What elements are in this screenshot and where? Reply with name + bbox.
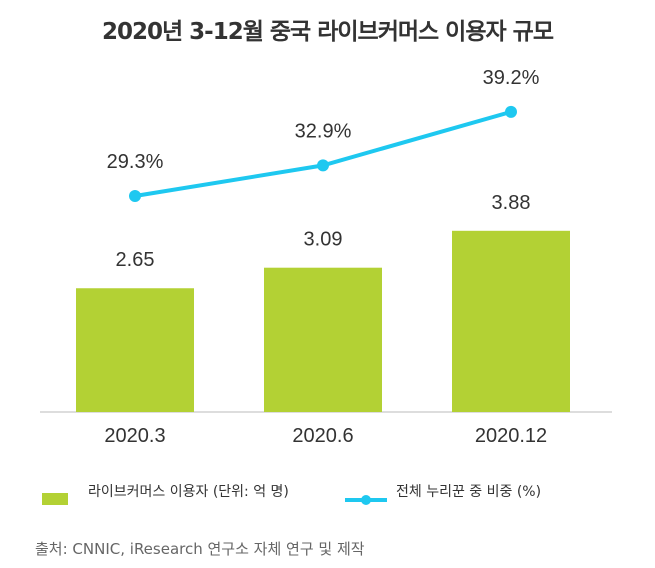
bar-2020.3 [76, 288, 194, 412]
legend-line-swatch [345, 495, 387, 505]
source-note: 출처: CNNIC, iResearch 연구소 자체 연구 및 제작 [35, 540, 365, 558]
bar-2020.12 [452, 230, 570, 412]
line-value-label: 29.3% [107, 151, 164, 173]
chart-title: 2020년 3-12월 중국 라이브커머스 이용자 규모 [101, 19, 554, 45]
line-point [129, 190, 141, 202]
line-point [317, 159, 329, 172]
legend-bar-label: 라이브커머스 이용자 (단위: 억 명) [88, 484, 289, 500]
x-tick-label: 2020.6 [292, 425, 353, 447]
chart-canvas: 2.65 2020.3 3.09 2020.6 3.88 2020.12 29.3% 32.9… [40, 67, 612, 447]
line-value-label: 39.2% [483, 67, 540, 89]
bar-value-label: 2.65 [116, 249, 155, 271]
x-tick-label: 2020.12 [475, 425, 547, 447]
legend-line-label: 전체 누리꾼 중 비중 (%) [396, 484, 542, 500]
bar-value-label: 3.88 [492, 192, 531, 214]
line-value-label: 32.9% [295, 120, 352, 142]
line-point [505, 105, 517, 118]
x-tick-label: 2020.3 [104, 425, 165, 447]
legend-bar-swatch [42, 493, 68, 505]
bar-2020.6 [264, 267, 382, 412]
bar-value-label: 3.09 [304, 229, 343, 251]
